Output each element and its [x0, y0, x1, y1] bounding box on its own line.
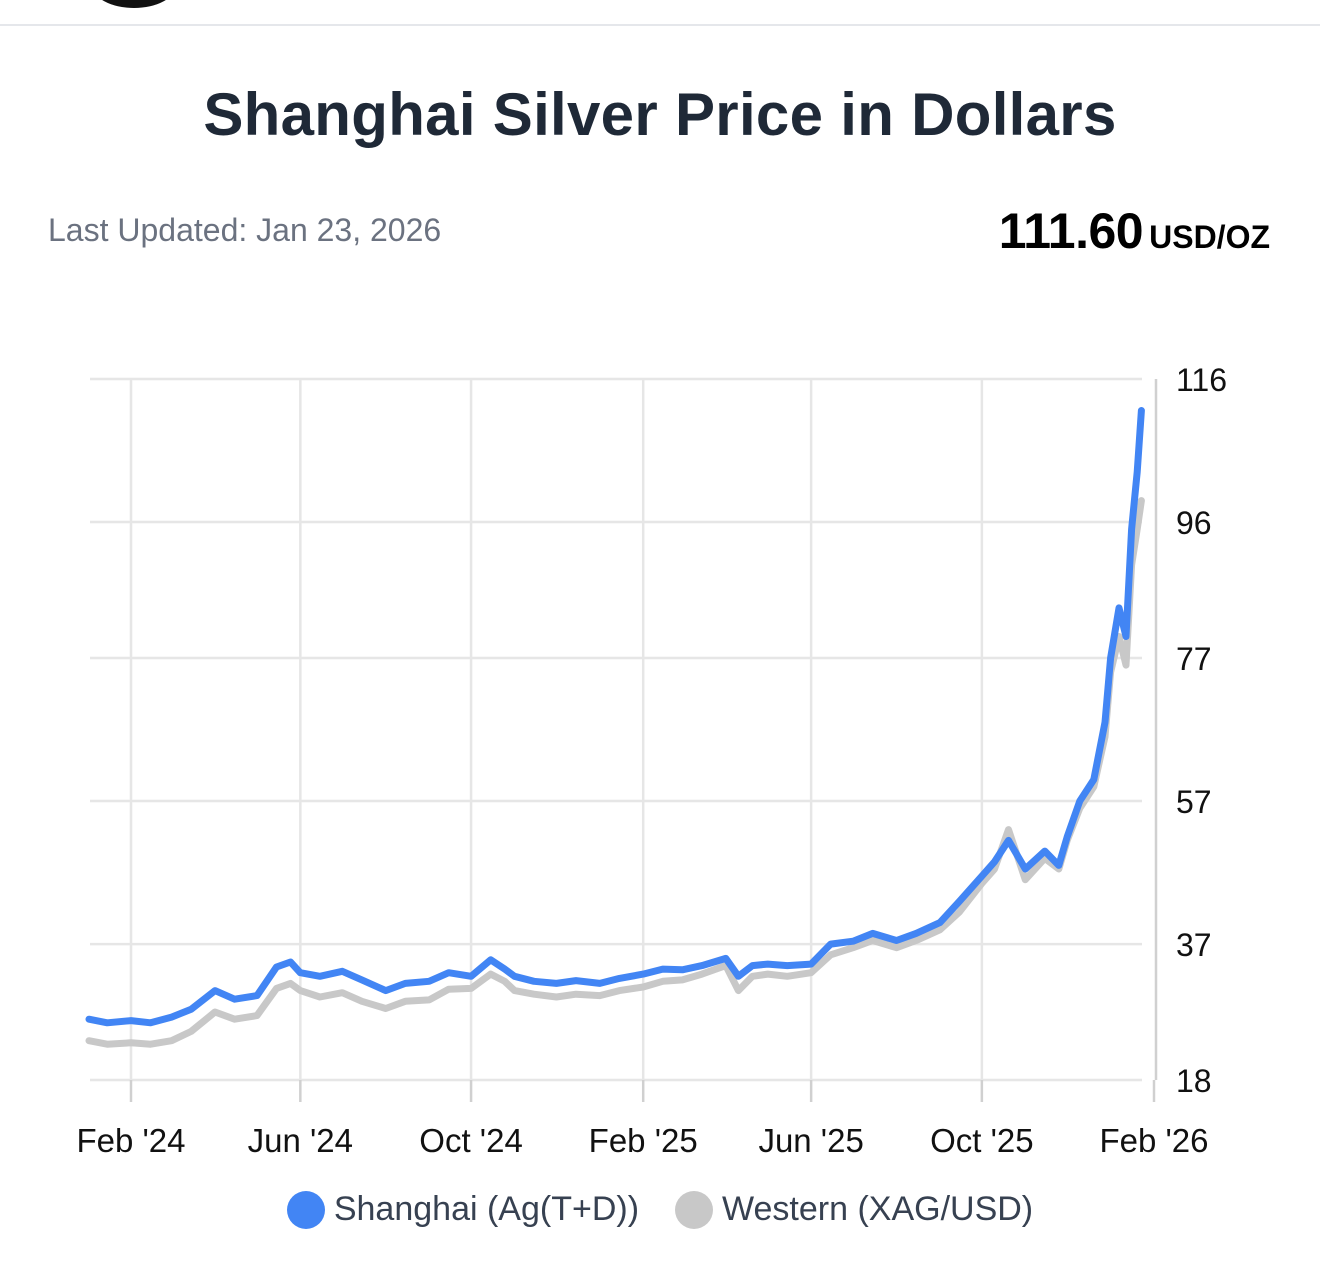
x-tick-label: Jun '24 — [248, 1122, 353, 1159]
y-tick-label: 116 — [1176, 362, 1227, 398]
y-tick-label: 77 — [1176, 641, 1212, 677]
top-strip — [0, 0, 1320, 26]
y-tick-label: 18 — [1176, 1063, 1212, 1099]
last-updated-text: Last Updated: Jan 23, 2026 — [48, 212, 442, 248]
price-unit: USD/OZ — [1149, 219, 1270, 255]
y-tick-label: 96 — [1176, 505, 1212, 541]
legend-dot — [675, 1190, 714, 1229]
current-price: 111.60 USD/OZ — [999, 202, 1270, 260]
series-line-shanghai — [85, 407, 1145, 1027]
legend-item[interactable]: Shanghai (Ag(T+D)) — [286, 1190, 640, 1229]
y-tick-label: 57 — [1176, 784, 1212, 820]
x-tick-label: Jun '25 — [758, 1122, 863, 1159]
chart-series — [85, 407, 1145, 1048]
chart-axes — [129, 379, 1158, 1102]
chart-legend: Shanghai (Ag(T+D)) Western (XAG/USD) — [0, 1190, 1320, 1229]
x-tick-label: Oct '24 — [419, 1122, 523, 1159]
y-tick-label: 37 — [1176, 927, 1212, 963]
legend-item[interactable]: Western (XAG/USD) — [675, 1190, 1033, 1229]
chart-grid — [90, 377, 1142, 1082]
legend-label: Western (XAG/USD) — [722, 1190, 1034, 1228]
x-tick-label: Oct '25 — [930, 1122, 1034, 1159]
price-value: 111.60 — [998, 203, 1144, 259]
legend-label: Shanghai (Ag(T+D)) — [333, 1190, 640, 1228]
silver-price-chart: 116 96 77 57 37 18 Feb '24 Jun '24 Oct '24 Feb '2… — [76, 362, 1227, 1159]
page-title: Shanghai Silver Price in Dollars — [203, 81, 1117, 148]
avatar[interactable] — [92, 0, 176, 8]
x-tick-label: Feb '24 — [76, 1122, 185, 1159]
x-tick-label: Feb '26 — [1099, 1122, 1208, 1159]
legend-dot — [286, 1190, 325, 1229]
series-line-western — [85, 497, 1145, 1048]
chart-labels: 116 96 77 57 37 18 Feb '24 Jun '24 Oct '24 Feb '2… — [76, 362, 1227, 1159]
x-tick-label: Feb '25 — [589, 1122, 698, 1159]
